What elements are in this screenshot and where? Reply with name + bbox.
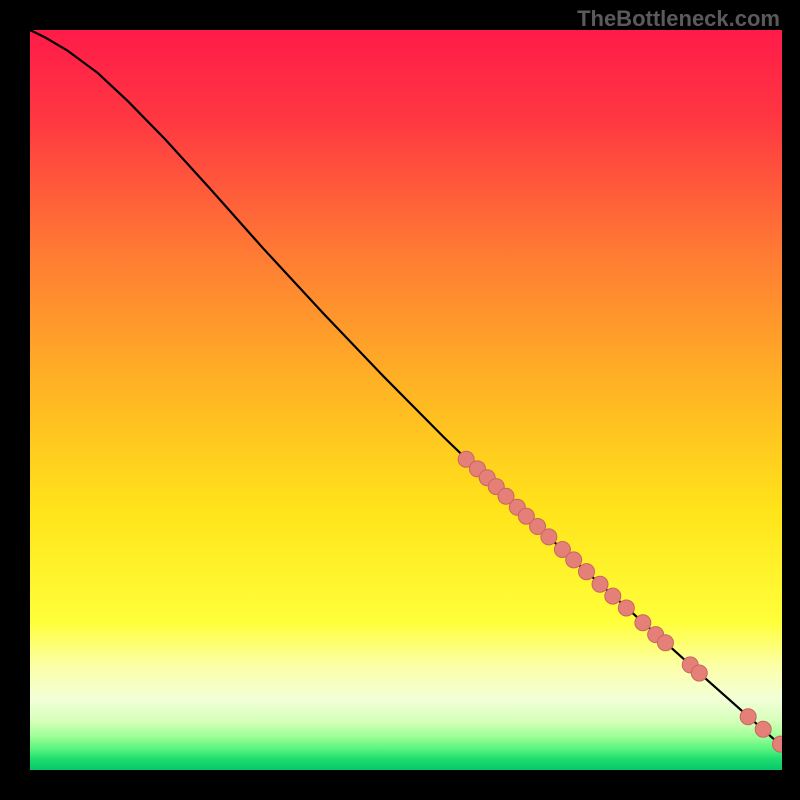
data-marker: [635, 615, 651, 631]
data-marker: [740, 709, 756, 725]
plot-area: [30, 30, 782, 770]
data-marker: [691, 665, 707, 681]
data-marker: [592, 576, 608, 592]
data-marker: [605, 588, 621, 604]
data-marker: [657, 635, 673, 651]
data-marker: [566, 552, 582, 568]
data-marker: [541, 529, 557, 545]
data-marker: [578, 564, 594, 580]
watermark-text: TheBottleneck.com: [577, 6, 780, 32]
data-marker: [618, 600, 634, 616]
data-marker: [755, 721, 771, 737]
chart-overlay: [30, 30, 782, 770]
